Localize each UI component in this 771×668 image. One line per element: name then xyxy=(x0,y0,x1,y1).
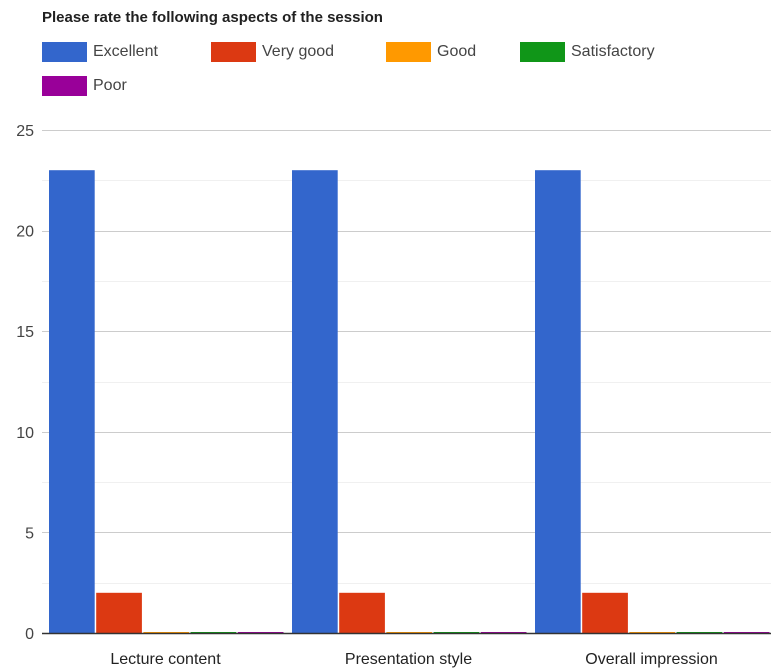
legend-swatch-poor xyxy=(42,76,87,96)
legend-item-excellent[interactable]: Excellent xyxy=(42,41,158,63)
legend-swatch-good xyxy=(386,42,431,62)
legend-swatch-excellent xyxy=(42,42,87,62)
y-tick-label: 20 xyxy=(16,224,34,241)
bar-excellent xyxy=(535,170,581,633)
legend-item-good[interactable]: Good xyxy=(386,41,476,63)
y-tick-label: 25 xyxy=(16,123,34,140)
legend-item-poor[interactable]: Poor xyxy=(42,75,127,97)
bar-excellent xyxy=(49,170,95,633)
bar-very-good xyxy=(339,592,385,633)
y-tick-label: 5 xyxy=(25,525,34,542)
bar-very-good xyxy=(582,592,628,633)
chart-title: Please rate the following aspects of the… xyxy=(42,9,383,26)
legend-label-poor: Poor xyxy=(93,77,127,94)
y-tick-label: 15 xyxy=(16,324,34,341)
legend-label-satisfactory: Satisfactory xyxy=(571,43,655,60)
legend-label-excellent: Excellent xyxy=(93,43,158,60)
x-tick-label: Lecture content xyxy=(110,651,221,668)
bar-very-good xyxy=(96,592,142,633)
legend-item-satisfactory[interactable]: Satisfactory xyxy=(520,41,655,63)
legend-label-good: Good xyxy=(437,43,477,60)
legend-label-very-good: Very good xyxy=(262,43,335,60)
bar-excellent xyxy=(292,170,338,633)
legend-swatch-very-good xyxy=(211,42,256,62)
legend-swatch-satisfactory xyxy=(520,42,565,62)
legend-item-very-good[interactable]: Very good xyxy=(211,41,334,63)
x-tick-label: Overall impression xyxy=(585,651,717,668)
x-tick-label: Presentation style xyxy=(345,651,472,668)
y-tick-label: 0 xyxy=(25,626,34,643)
legend: Excellent Very good Good Satisfactory Po… xyxy=(42,41,762,101)
y-tick-label: 10 xyxy=(16,425,34,442)
